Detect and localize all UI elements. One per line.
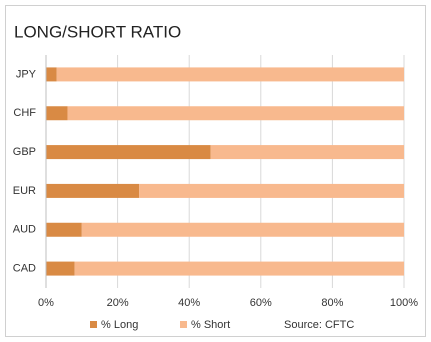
x-tick-label: 80% (321, 297, 343, 309)
chart-border (5, 5, 426, 337)
y-tick-label: CHF (13, 107, 36, 119)
bar-segment (81, 222, 405, 237)
chart-title: LONG/SHORT RATIO (14, 22, 181, 41)
bar-segment (46, 261, 75, 276)
legend-swatch (180, 321, 187, 328)
bar-segment (46, 222, 82, 237)
legend-swatch (90, 321, 97, 328)
bar-segment (139, 183, 404, 198)
x-tick-label: 60% (250, 297, 272, 309)
bar-segment (74, 261, 404, 276)
bar-segment (210, 145, 404, 160)
bar-segment (46, 145, 211, 160)
y-tick-label: GBP (13, 146, 36, 158)
legend-label: % Short (191, 319, 230, 331)
bar-segment (46, 183, 140, 198)
y-tick-label: EUR (13, 185, 36, 197)
bar-segment (46, 67, 57, 82)
x-tick-label: 20% (107, 297, 129, 309)
x-tick-label: 0% (38, 297, 54, 309)
y-tick-label: JPY (16, 68, 37, 80)
bar-segment (56, 67, 405, 82)
x-tick-label: 100% (390, 297, 418, 309)
source-note: Source: CFTC (284, 319, 354, 331)
bar-segment (46, 106, 68, 121)
y-tick-label: CAD (13, 262, 36, 274)
legend-label: % Long (101, 319, 138, 331)
x-tick-label: 40% (178, 297, 200, 309)
bar-segment (67, 106, 404, 121)
y-tick-label: AUD (13, 224, 36, 236)
